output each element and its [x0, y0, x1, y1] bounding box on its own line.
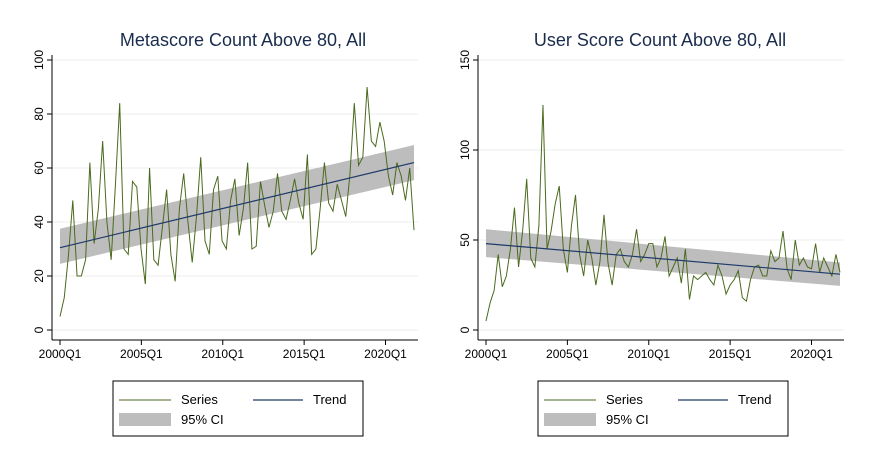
- y-tick-label: 100: [458, 140, 472, 160]
- y-tick-label: 100: [32, 50, 46, 70]
- ci-band: [486, 229, 840, 286]
- x-tick-label: 2000Q1: [39, 347, 82, 361]
- y-tick-label: 0: [32, 326, 46, 333]
- legend-box: [537, 380, 789, 437]
- legend-label-ci: 95% CI: [181, 412, 224, 427]
- legend: Series Trend 95% CI: [112, 380, 364, 437]
- x-tick-label: 2020Q1: [790, 347, 833, 361]
- legend-label-trend: Trend: [738, 392, 771, 407]
- x-tick-label: 2020Q1: [364, 347, 407, 361]
- y-tick-label: 150: [458, 50, 472, 70]
- chart-title: User Score Count Above 80, All: [534, 30, 786, 50]
- y-tick-label: 40: [32, 215, 46, 229]
- legend-label-trend: Trend: [313, 392, 346, 407]
- legend-swatch-ci: [544, 413, 596, 426]
- x-tick-label: 2010Q1: [201, 347, 244, 361]
- trend-line: [59, 162, 415, 249]
- x-tick-label: 2005Q1: [120, 347, 163, 361]
- x-tick-label: 2015Q1: [283, 347, 326, 361]
- y-tick-label: 60: [32, 161, 46, 175]
- y-tick-label: 50: [458, 233, 472, 247]
- legend-label-ci: 95% CI: [606, 412, 649, 427]
- chart-title: Metascore Count Above 80, All: [120, 30, 366, 50]
- y-tick-label: 0: [458, 326, 472, 333]
- legend-box: [112, 380, 364, 437]
- trend-line: [485, 243, 841, 275]
- legend-swatch-ci: [119, 413, 171, 426]
- chart-panel-2: User Score Count Above 80, All 0 50 100 150 2…: [458, 30, 844, 437]
- x-tick-label: 2010Q1: [627, 347, 670, 361]
- legend: Series Trend 95% CI: [537, 380, 789, 437]
- legend-label-series: Series: [181, 392, 218, 407]
- series-line: [485, 104, 841, 322]
- chart-panel-1: Metascore Count Above 80, All 0 20 40 60 80 10…: [32, 30, 418, 437]
- series-line: [59, 86, 415, 317]
- y-tick-label: 80: [32, 107, 46, 121]
- y-tick-label: 20: [32, 269, 46, 283]
- legend-label-series: Series: [606, 392, 643, 407]
- x-tick-label: 2015Q1: [709, 347, 752, 361]
- x-tick-label: 2000Q1: [465, 347, 508, 361]
- x-tick-label: 2005Q1: [546, 347, 589, 361]
